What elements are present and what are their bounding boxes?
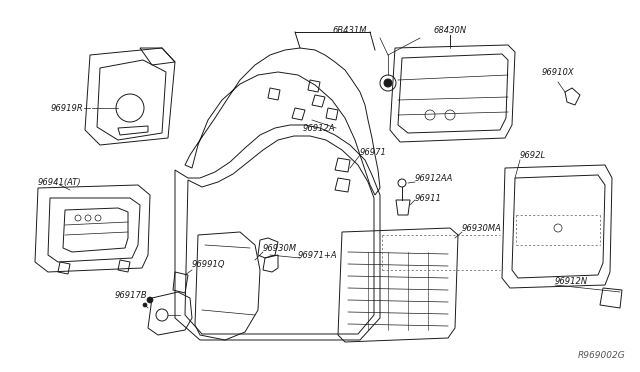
Circle shape <box>384 79 392 87</box>
Text: 96912N: 96912N <box>555 278 588 286</box>
Text: 96941(AT): 96941(AT) <box>38 177 82 186</box>
Text: 9692L: 9692L <box>520 151 546 160</box>
Text: 96917B: 96917B <box>115 291 148 299</box>
Text: 96930M: 96930M <box>263 244 297 253</box>
Text: 96912AA: 96912AA <box>415 173 453 183</box>
Text: R969002G: R969002G <box>577 351 625 360</box>
Text: 6B431M: 6B431M <box>333 26 367 35</box>
Text: 96971+A: 96971+A <box>298 250 338 260</box>
Circle shape <box>143 303 147 307</box>
Text: 96991Q: 96991Q <box>192 260 225 269</box>
Text: 96971: 96971 <box>360 148 387 157</box>
Text: 96919R: 96919R <box>51 103 83 112</box>
Text: 96910X: 96910X <box>542 67 575 77</box>
Circle shape <box>147 297 153 303</box>
Text: 68430N: 68430N <box>433 26 467 35</box>
Text: 96912A: 96912A <box>302 124 335 132</box>
Text: 96930MA: 96930MA <box>462 224 502 232</box>
Text: 96911: 96911 <box>415 193 442 202</box>
